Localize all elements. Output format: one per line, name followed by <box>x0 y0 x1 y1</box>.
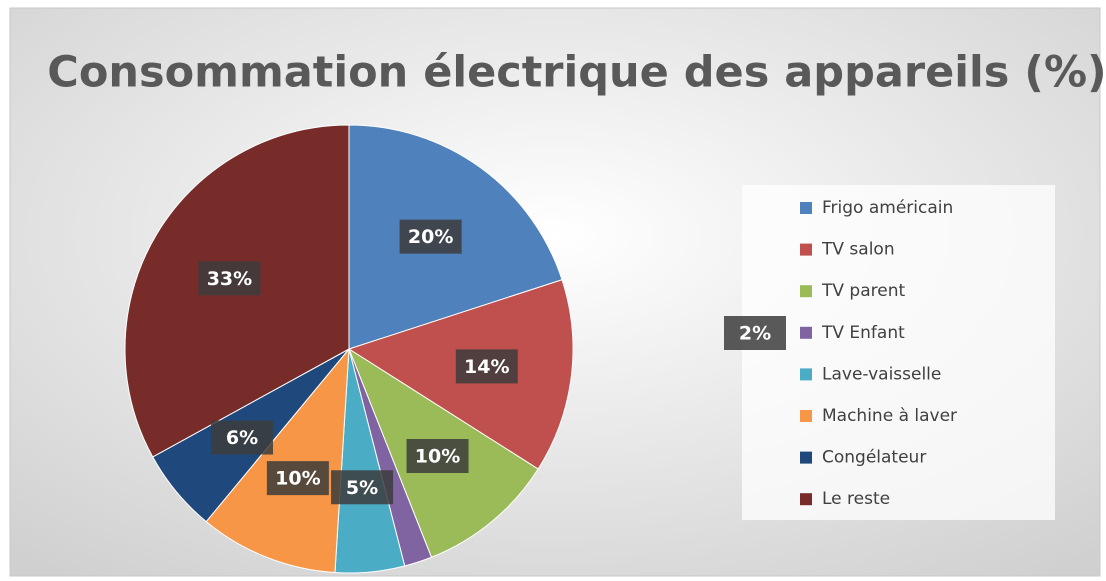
legend-label: TV salon <box>821 240 895 260</box>
legend-swatch <box>800 243 812 256</box>
data-label-box <box>399 219 462 254</box>
legend-swatch <box>800 326 812 339</box>
legend-label: Machine à laver <box>822 406 957 426</box>
legend-swatch <box>800 285 812 298</box>
data-label: 6% <box>226 427 258 449</box>
legend-swatch <box>800 451 812 464</box>
data-label-box <box>331 470 394 505</box>
legend-label: Lave-vaisselle <box>822 364 941 384</box>
data-label: 14% <box>464 356 509 378</box>
legend-label: TV Enfant <box>821 323 905 343</box>
data-label: 10% <box>275 468 320 490</box>
data-label: 5% <box>346 477 378 499</box>
data-label-box <box>724 316 786 350</box>
legend-swatch <box>800 493 812 506</box>
legend-swatch <box>800 410 812 422</box>
legend-swatch <box>800 202 812 214</box>
data-label-box <box>455 349 518 384</box>
pie-slice <box>205 347 350 574</box>
data-label: 10% <box>415 446 460 468</box>
data-label-box <box>210 420 273 455</box>
legend-box <box>742 185 1055 520</box>
legend-label: Congélateur <box>822 448 926 468</box>
data-label: 2% <box>739 323 771 345</box>
legend-label: TV parent <box>821 281 905 301</box>
legend-swatch <box>800 368 812 381</box>
data-label-box <box>406 439 469 474</box>
legend-label: Le reste <box>822 489 890 509</box>
chart-title: Consommation électrique des appareils (%… <box>47 48 1106 98</box>
data-label: 33% <box>207 268 252 290</box>
data-label-box <box>198 261 261 296</box>
data-label-box <box>266 461 329 496</box>
legend-label: Frigo américain <box>822 198 953 218</box>
data-label: 20% <box>408 226 453 248</box>
